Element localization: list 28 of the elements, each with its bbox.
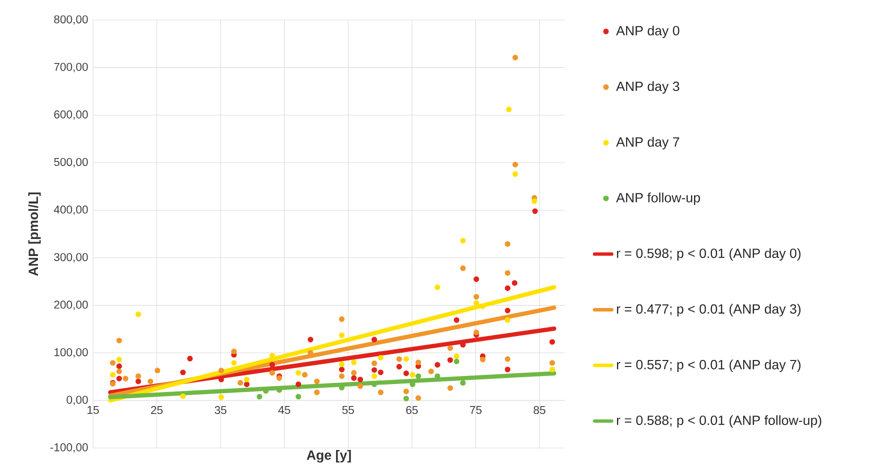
x-tick-label: 15: [88, 406, 99, 414]
legend-label: r = 0.477; p < 0.01 (ANP day 3): [616, 304, 801, 316]
x-axis-title: Age [y]: [306, 450, 351, 463]
legend-label: r = 0.598; p < 0.01 (ANP day 0): [616, 248, 801, 261]
x-tick-label: 35: [214, 406, 226, 414]
y-tick-label: 700,00: [54, 62, 88, 72]
legend-label: r = 0.557; p < 0.01 (ANP day 7): [616, 360, 801, 372]
legend-label: ANP day 7: [616, 136, 680, 150]
legend-label: ANP day 3: [616, 81, 680, 94]
x-tick-label: 25: [151, 406, 163, 414]
y-tick-label: 800,00: [54, 15, 88, 25]
x-tick-label: 65: [406, 406, 418, 414]
y-tick-label: 600,00: [54, 110, 88, 120]
legend-label: r = 0.588; p < 0.01 (ANP follow-up): [616, 415, 822, 428]
y-tick-label: 500,00: [54, 158, 88, 168]
y-tick-label: 100,00: [54, 348, 88, 358]
y-tick-label: -100,00: [50, 443, 88, 453]
y-tick-label: 0,00: [66, 396, 88, 406]
x-tick-label: 75: [470, 406, 482, 414]
y-tick-label: 400,00: [54, 206, 88, 215]
legend-label: ANP follow-up: [616, 192, 700, 206]
x-tick-label: 55: [342, 406, 354, 414]
y-tick-label: 200,00: [54, 300, 88, 310]
x-tick-label: 85: [534, 406, 546, 414]
legend-label: ANP day 0: [616, 26, 680, 38]
x-tick-label: 45: [278, 406, 290, 414]
y-axis-title: ANP [pmol/L]: [28, 192, 41, 276]
y-tick-label: 300,00: [54, 253, 88, 262]
